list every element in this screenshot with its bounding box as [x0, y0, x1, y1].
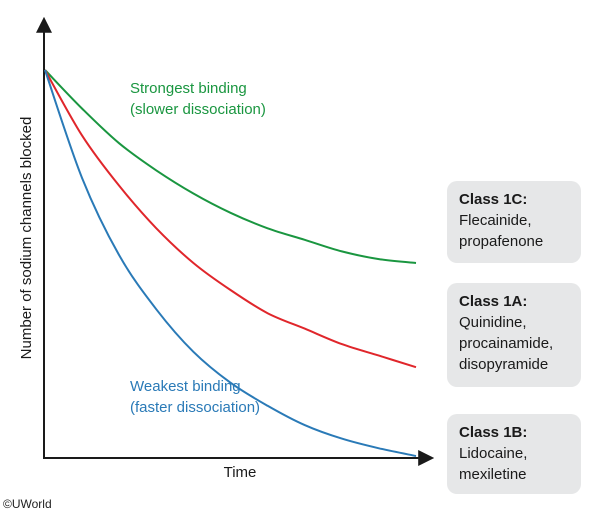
class-1b-box: Class 1B: Lidocaine, mexiletine	[447, 414, 581, 494]
weakest-binding-line1: Weakest binding	[130, 378, 241, 395]
series-layer	[44, 69, 417, 457]
strongest-binding-line1: Strongest binding	[130, 80, 247, 97]
class-1a-title: Class 1A:	[459, 293, 528, 310]
x-axis-label: Time	[224, 464, 257, 481]
class-1b-drug: mexiletine	[459, 466, 527, 483]
curve-strongest	[44, 69, 417, 264]
copyright: ©UWorld	[3, 497, 52, 511]
weakest-binding-label: Weakest binding (faster dissociation)	[130, 378, 260, 416]
class-1c-box: Class 1C: Flecainide, propafenone	[447, 181, 581, 263]
class-1c-drug: propafenone	[459, 233, 544, 250]
class-1c-drug: Flecainide,	[459, 212, 532, 229]
y-axis-label: Number of sodium channels blocked	[18, 117, 35, 360]
class-1a-drug: procainamide,	[459, 335, 554, 352]
class-1c-title: Class 1C:	[459, 191, 528, 208]
class-1a-box: Class 1A: Quinidine, procainamide, disop…	[447, 283, 581, 387]
strongest-binding-label: Strongest binding (slower dissociation)	[130, 80, 266, 118]
curve-weakest	[44, 69, 417, 457]
class-1a-drug: disopyramide	[459, 356, 549, 373]
strongest-binding-line2: (slower dissociation)	[130, 101, 266, 118]
class-1b-drug: Lidocaine,	[459, 445, 528, 462]
class-1b-title: Class 1B:	[459, 424, 528, 441]
weakest-binding-line2: (faster dissociation)	[130, 399, 260, 416]
class-1a-drug: Quinidine,	[459, 314, 527, 331]
curve-intermediate	[44, 69, 417, 369]
